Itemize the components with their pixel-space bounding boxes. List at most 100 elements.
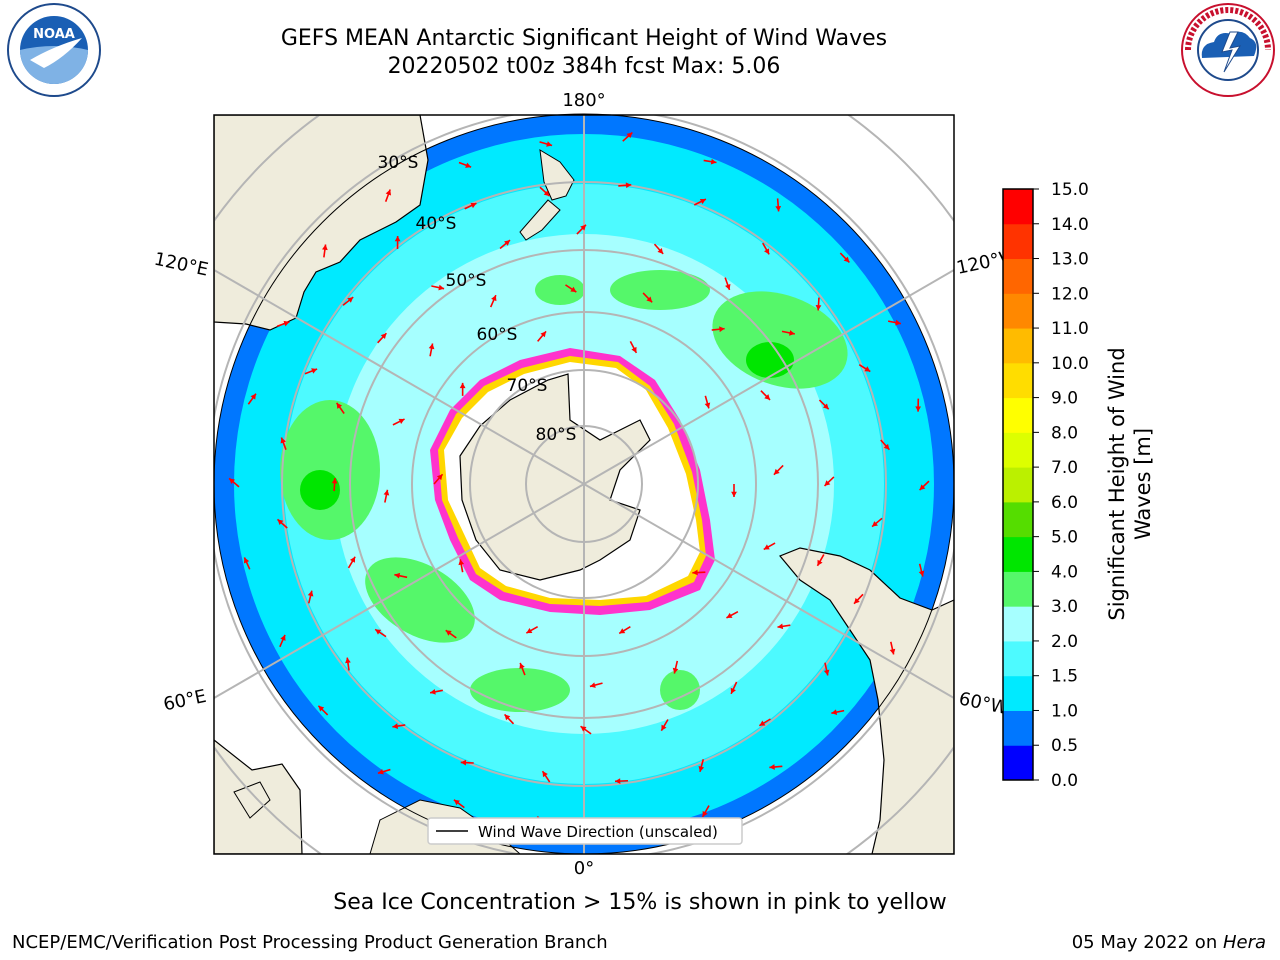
wind-wave-arrow-head bbox=[843, 256, 850, 263]
wind-wave-arrow-head bbox=[889, 648, 896, 655]
wind-wave-arrow-head bbox=[570, 286, 577, 293]
wind-wave-arrow-head bbox=[428, 343, 435, 350]
lon-label-60w: 60°W bbox=[957, 688, 1010, 719]
map-legend: Wind Wave Direction (unscaled) bbox=[427, 817, 743, 845]
wind-wave-arrow-head bbox=[491, 295, 497, 302]
wind-wave-arrow-head bbox=[895, 319, 901, 326]
wind-wave-arrow-head bbox=[915, 406, 922, 412]
wind-wave-arrow-head bbox=[322, 244, 328, 251]
wind-wave-arrow-head bbox=[823, 669, 830, 676]
wind-wave-arrow-head bbox=[375, 629, 382, 635]
noaa-logo-text: NOAA bbox=[33, 27, 75, 42]
wind-wave-arrow-head bbox=[764, 394, 771, 400]
wind-wave-arrow-head bbox=[504, 714, 511, 721]
wind-wave-arrow-head bbox=[657, 248, 664, 254]
wind-wave-arrow-head bbox=[872, 521, 878, 527]
lat-label-60s: 60°S bbox=[477, 325, 518, 345]
wind-wave-arrow-head bbox=[919, 484, 926, 491]
wind-wave-arrow-head bbox=[763, 544, 770, 550]
wind-wave-arrow-head bbox=[311, 368, 318, 374]
wind-wave-arrow-head bbox=[777, 623, 784, 630]
wind-wave-arrow-head bbox=[918, 570, 925, 577]
wind-wave-arrow-head bbox=[646, 296, 653, 303]
wind-wave-arrow-head bbox=[773, 468, 780, 475]
wind-wave-arrow-head bbox=[625, 182, 632, 189]
chart-subtitle: 20220502 t00z 384h fcst Max: 5.06 bbox=[387, 54, 781, 79]
wind-wave-arrow-head bbox=[526, 627, 533, 634]
wind-wave-arrow-head bbox=[465, 162, 472, 168]
legend-label: Wind Wave Direction (unscaled) bbox=[478, 823, 718, 841]
wind-wave-arrow-head bbox=[769, 764, 775, 770]
wind-wave-arrow-head bbox=[580, 224, 586, 231]
wind-wave-arrow-head bbox=[589, 682, 596, 688]
wind-wave-arrow-head bbox=[436, 474, 443, 481]
wind-wave-arrow-head bbox=[445, 630, 452, 636]
wind-wave-arrow-head bbox=[815, 305, 822, 311]
wind-wave-arrow-head bbox=[277, 519, 284, 526]
wind-wave-arrow-head bbox=[307, 590, 314, 597]
wind-wave-arrow-head bbox=[726, 612, 733, 618]
wind-wave-arrow-head bbox=[459, 382, 466, 389]
wind-wave-arrow-head bbox=[349, 556, 356, 563]
wind-wave-arrow-head bbox=[580, 726, 587, 732]
lat-label-40s: 40°S bbox=[416, 214, 457, 234]
wind-wave-arrow-head bbox=[854, 597, 860, 604]
wind-wave-arrow-head bbox=[789, 330, 795, 336]
lon-label-0: 0° bbox=[574, 858, 594, 879]
map-frame bbox=[213, 114, 955, 855]
wind-wave-arrow-head bbox=[280, 437, 286, 444]
wind-wave-arrow-head bbox=[229, 478, 236, 485]
wind-wave-arrow-head bbox=[725, 283, 731, 290]
lon-label-120w: 120°W bbox=[955, 246, 1019, 279]
lat-label-50s: 50°S bbox=[446, 271, 487, 291]
wind-wave-arrow-head bbox=[699, 198, 706, 205]
wind-wave-arrow-head bbox=[453, 799, 460, 806]
noaa-logo-icon: NOAA bbox=[7, 3, 101, 97]
wind-wave-arrow-head bbox=[692, 569, 698, 576]
lat-label-70s: 70°S bbox=[507, 376, 548, 396]
madagascar-landmass bbox=[233, 781, 271, 819]
wind-wave-arrow-head bbox=[542, 771, 548, 778]
wind-wave-arrow-head bbox=[504, 240, 510, 246]
wind-wave-arrow-head bbox=[543, 190, 550, 197]
wind-wave-arrow-head bbox=[661, 724, 667, 731]
national-weather-service-logo-icon bbox=[1181, 3, 1275, 97]
lon-label-120e: 120°E bbox=[152, 249, 210, 281]
wind-wave-arrow-head bbox=[775, 205, 782, 212]
wind-wave-arrow-head bbox=[331, 478, 338, 484]
wind-wave-arrow-head bbox=[702, 810, 708, 817]
footer-credit: NCEP/EMC/Verification Post Processing Pr… bbox=[12, 932, 608, 953]
wind-wave-arrow-head bbox=[380, 333, 387, 340]
wind-wave-arrow-head bbox=[540, 331, 547, 338]
wind-wave-arrow-head bbox=[345, 657, 351, 664]
wind-wave-arrow-head bbox=[764, 248, 770, 255]
footer-date: 05 May 2022 on Hera bbox=[1072, 932, 1266, 953]
wind-wave-arrow-head bbox=[883, 443, 890, 450]
sea-ice-note: Sea Ice Concentration > 15% is shown in … bbox=[333, 890, 947, 915]
wind-wave-arrow-head bbox=[615, 778, 621, 784]
wind-wave-arrow-head bbox=[672, 667, 679, 674]
wind-wave-arrow-head bbox=[822, 403, 829, 410]
wind-wave-arrow-head bbox=[704, 402, 711, 409]
wind-wave-arrow-head bbox=[336, 402, 343, 409]
lon-label-180: 180° bbox=[562, 90, 605, 111]
lat-label-30s: 30°S bbox=[378, 153, 419, 173]
wind-wave-arrow-head bbox=[438, 284, 445, 291]
wind-wave-arrow-head bbox=[546, 141, 553, 147]
wind-wave-arrow-head bbox=[619, 628, 626, 634]
wind-wave-arrow-head bbox=[243, 557, 250, 564]
wind-wave-arrow-head bbox=[385, 189, 392, 196]
lon-label-60e: 60°E bbox=[162, 686, 209, 716]
wind-wave-arrow-head bbox=[698, 765, 705, 772]
wind-wave-arrow-head bbox=[430, 688, 436, 695]
graticule bbox=[214, 115, 954, 854]
wind-wave-arrow-head bbox=[347, 297, 354, 303]
wind-wave-arrow-head bbox=[283, 320, 290, 327]
chart-title: GEFS MEAN Antarctic Significant Height o… bbox=[280, 26, 888, 51]
wind-wave-arrow-head bbox=[383, 489, 390, 496]
wind-wave-arrow-head bbox=[318, 705, 325, 712]
wind-wave-arrow-head bbox=[394, 572, 401, 579]
wind-wave-arrow-head bbox=[631, 346, 637, 353]
wind-wave-arrow-head bbox=[250, 393, 256, 400]
footer-date-text: 05 May 2022 on bbox=[1071, 932, 1223, 953]
